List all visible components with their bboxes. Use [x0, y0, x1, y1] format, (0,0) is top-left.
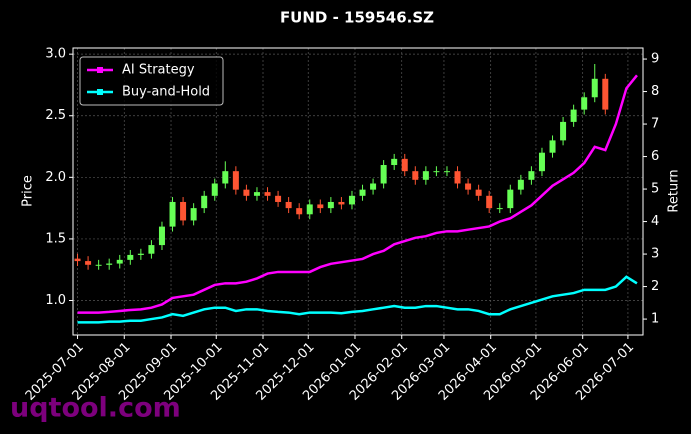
chart-title: FUND - 159546.SZ: [280, 9, 434, 27]
candle-body: [169, 201, 176, 227]
y-tick-label: 2.0: [45, 170, 66, 185]
y-tick-label: 2.5: [45, 108, 66, 123]
candle-body: [232, 171, 239, 190]
y2-tick-label: 7: [651, 117, 659, 132]
candle-body: [327, 201, 334, 209]
candle-body: [496, 208, 503, 210]
candle-body: [148, 245, 155, 254]
candle-body: [317, 204, 324, 209]
candle-body: [454, 171, 461, 184]
candle-body: [137, 253, 144, 255]
y-tick-label: 1.5: [45, 231, 66, 246]
candle-body: [570, 109, 577, 122]
legend-marker: [97, 67, 103, 73]
y2-tick-label: 5: [651, 182, 659, 197]
y2-tick-label: 3: [651, 247, 659, 262]
candle-body: [222, 171, 229, 184]
candle-body: [201, 195, 208, 209]
candle-body: [412, 171, 419, 180]
candle-body: [158, 226, 165, 246]
candle-body: [486, 195, 493, 209]
candle-body: [581, 97, 588, 110]
candle-body: [253, 192, 260, 196]
candle-body: [359, 189, 366, 196]
candle-body: [285, 201, 292, 209]
y-axis-label: Price: [21, 175, 36, 207]
line-series: [77, 275, 638, 324]
candle-body: [338, 201, 345, 205]
y-tick-label: 1.0: [45, 293, 66, 308]
legend-label: AI Strategy: [122, 63, 195, 78]
candle-body: [443, 171, 450, 173]
candle-body: [433, 171, 440, 173]
plot-frame: [72, 47, 644, 336]
line-series: [77, 74, 638, 314]
candle-body: [127, 254, 134, 260]
candle-body: [465, 183, 472, 190]
y2-tick-label: 9: [651, 52, 659, 67]
candle-body: [296, 208, 303, 215]
candle-body: [549, 140, 556, 153]
candle-body: [370, 183, 377, 190]
candle-body: [602, 78, 609, 110]
y2-tick-label: 1: [651, 312, 659, 327]
candle-body: [74, 258, 81, 262]
candle-body: [591, 78, 598, 98]
y2-tick-label: 2: [651, 279, 659, 294]
candle-body: [475, 189, 482, 196]
candle-body: [106, 263, 113, 265]
candle-body: [507, 189, 514, 209]
candle-body: [190, 208, 197, 221]
candle-body: [401, 158, 408, 172]
y2-axis-label: Return: [667, 169, 682, 212]
watermark: uqtool.com: [10, 393, 181, 424]
candle-body: [380, 165, 387, 184]
candle-body: [243, 189, 250, 196]
candle-body: [306, 204, 313, 215]
candle-body: [180, 201, 187, 221]
candle-body: [348, 195, 355, 205]
candle-body: [264, 192, 271, 196]
y2-tick-label: 8: [651, 84, 659, 99]
legend-box: [79, 56, 224, 106]
candle-body: [391, 158, 398, 166]
candle-body: [85, 261, 92, 265]
y2-tick-label: 6: [651, 149, 659, 164]
candle-body: [422, 171, 429, 180]
y-tick-label: 3.0: [45, 47, 66, 62]
candle-body: [517, 179, 524, 190]
candle-body: [528, 171, 535, 180]
candle-body: [116, 259, 123, 264]
legend-marker: [97, 89, 103, 95]
y2-tick-label: 4: [651, 214, 659, 229]
legend-label: Buy-and-Hold: [122, 85, 210, 100]
candle-body: [275, 195, 282, 202]
candle-body: [538, 152, 545, 172]
candle-body: [95, 264, 102, 266]
candle-body: [560, 121, 567, 141]
candle-body: [211, 183, 218, 196]
